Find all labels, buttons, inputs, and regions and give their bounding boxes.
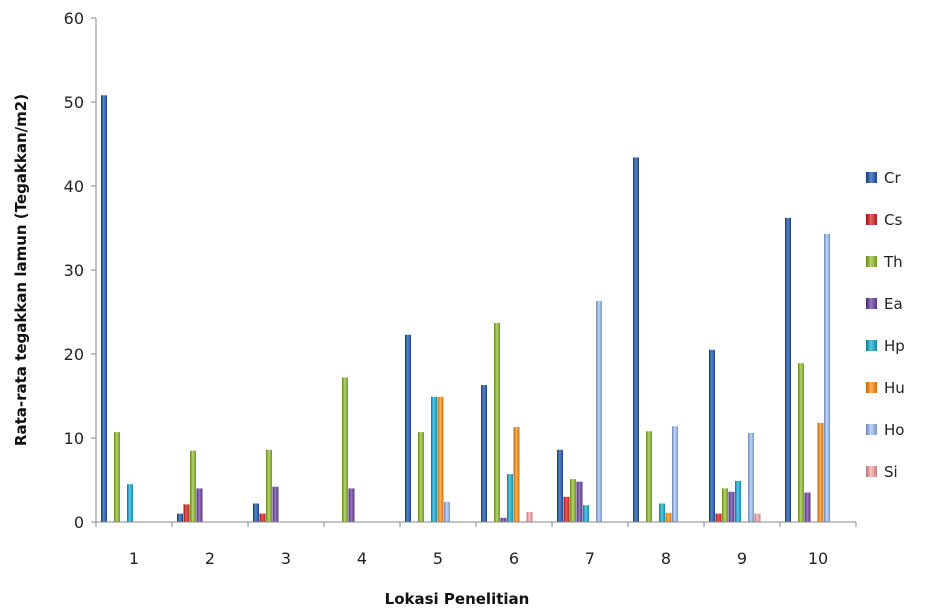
bar-Ea-3	[272, 486, 279, 522]
bar-Cs-3	[259, 513, 266, 522]
bar-Hp-8	[659, 503, 665, 522]
y-tick-label: 50	[64, 93, 84, 112]
bar-Cr-5	[405, 334, 411, 522]
legend-label-Ea: Ea	[884, 295, 903, 313]
y-tick-label: 20	[64, 345, 84, 364]
bar-Th-6	[494, 322, 500, 522]
legend-label-Th: Th	[883, 253, 903, 271]
legend-swatch-Ea	[866, 298, 877, 309]
bar-Cr-7	[557, 449, 563, 522]
bar-Hu-10	[817, 422, 824, 522]
bar-Cr-2	[177, 513, 183, 522]
bar-Ho-5	[444, 501, 450, 522]
x-tick-label: 6	[509, 549, 519, 568]
legend-label-Si: Si	[884, 463, 898, 481]
x-tick-label: 5	[433, 549, 443, 568]
y-tick-labels: 0 10 20 30 40 50 60	[64, 9, 84, 532]
bar-Cr-10	[785, 217, 791, 523]
y-tick-label: 0	[74, 513, 84, 532]
bar-Ho-7	[596, 301, 602, 522]
legend-label-Cr: Cr	[884, 169, 901, 187]
legend-swatch-Cr	[866, 172, 877, 183]
y-tick-label: 30	[64, 261, 84, 280]
bar-Ho-10	[824, 233, 830, 522]
bar-Cs-2	[183, 504, 190, 522]
x-tick-label: 7	[585, 549, 595, 568]
legend-label-Ho: Ho	[884, 421, 904, 439]
bar-Th-3	[266, 449, 272, 522]
bar-Hp-6	[507, 474, 513, 522]
x-axis-title: Lokasi Penelitian	[385, 590, 530, 608]
bar-Cs-7	[563, 496, 570, 522]
bar-Cs-9	[715, 513, 722, 522]
legend: Cr Cs Th Ea Hp Hu Ho Si	[866, 169, 905, 481]
x-tick-label: 3	[281, 549, 291, 568]
legend-label-Hu: Hu	[884, 379, 905, 397]
bar-Si-9	[754, 513, 761, 522]
bar-Cr-9	[709, 349, 715, 522]
bar-Ea-10	[804, 492, 811, 522]
bar-Ea-2	[196, 488, 203, 522]
bar-Cr-3	[253, 503, 259, 522]
bar-Ea-7	[576, 481, 583, 522]
x-tick-label: 8	[661, 549, 671, 568]
legend-label-Hp: Hp	[884, 337, 905, 355]
bar-Hu-5	[437, 396, 444, 522]
y-tick-label: 40	[64, 177, 84, 196]
bar-Th-8	[646, 431, 652, 522]
bar-Hu-6	[513, 427, 520, 522]
x-tick-label: 4	[357, 549, 367, 568]
bar-Th-5	[418, 432, 424, 522]
bar-Hp-9	[735, 480, 741, 522]
bar-Ea-4	[348, 488, 355, 522]
x-tick-labels: 1 2 3 4 5 6 7 8 9 10	[129, 549, 828, 568]
x-tick-label: 9	[737, 549, 747, 568]
bars-layer	[101, 95, 830, 523]
bar-Hp-7	[583, 505, 589, 522]
bar-Cr-1	[101, 95, 107, 522]
bar-Ho-8	[672, 426, 678, 522]
bar-Hp-1	[127, 484, 133, 522]
legend-swatch-Hu	[866, 382, 877, 393]
legend-swatch-Si	[866, 466, 877, 477]
bar-Ea-6	[500, 517, 507, 522]
legend-swatch-Cs	[866, 214, 877, 225]
legend-swatch-Hp	[866, 340, 877, 351]
bar-Th-9	[722, 488, 728, 522]
bar-Cr-8	[633, 157, 639, 522]
legend-label-Cs: Cs	[884, 211, 902, 229]
bar-Cr-6	[481, 385, 487, 522]
bar-Si-6	[526, 511, 533, 522]
y-tick-label: 10	[64, 429, 84, 448]
bar-Th-7	[570, 479, 576, 522]
bar-Ea-9	[728, 491, 735, 522]
bar-Th-1	[114, 432, 120, 522]
bar-Th-2	[190, 450, 196, 522]
bar-Hu-8	[665, 512, 672, 522]
legend-swatch-Th	[866, 256, 877, 267]
x-tick-label: 2	[205, 549, 215, 568]
y-axis-title: Rata-rata tegakkan lamun (Tegakkan/m2)	[12, 94, 30, 446]
bar-Th-10	[798, 363, 804, 522]
x-tick-label: 1	[129, 549, 139, 568]
bar-Ho-9	[748, 432, 754, 522]
bar-Hp-5	[431, 396, 437, 522]
legend-swatch-Ho	[866, 424, 877, 435]
bar-Th-4	[342, 377, 348, 522]
axes-layer	[91, 17, 857, 527]
y-tick-label: 60	[64, 9, 84, 28]
x-tick-label: 10	[808, 549, 828, 568]
